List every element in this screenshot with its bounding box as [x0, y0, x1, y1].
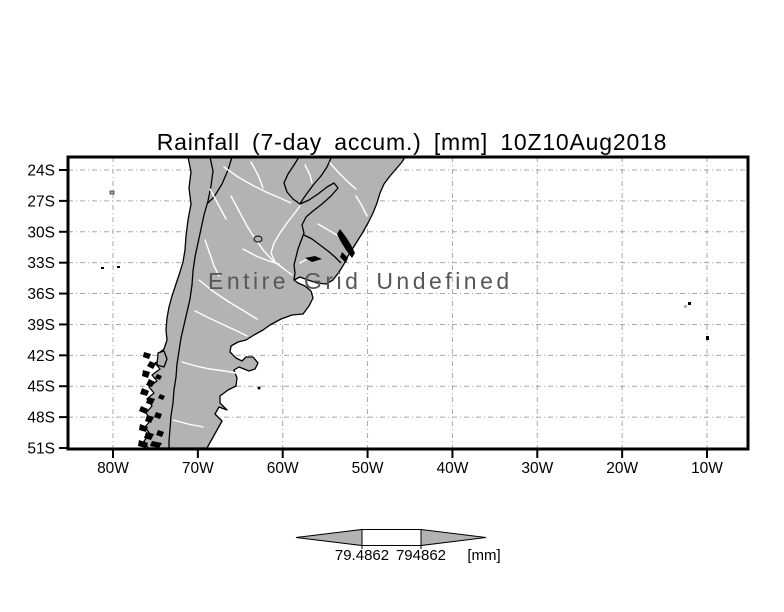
latitude-axis: 24S 27S 30S 33S 36S 39S 42S 45S 48S 51S [27, 163, 68, 458]
lon-tick-label: 40W [436, 460, 468, 477]
san-felix-island [109, 190, 115, 195]
lat-tick-label: 39S [27, 317, 55, 334]
colorbar-unit-label: [mm] [467, 547, 500, 564]
colorbar-mid-box [361, 529, 422, 546]
lat-tick-label: 24S [27, 163, 55, 180]
colorbar-right-arrow [420, 528, 487, 547]
plot-frame [66, 155, 750, 451]
lon-tick-label: 70W [182, 460, 214, 477]
rio-negro-reservoir [305, 256, 322, 262]
rivers [172, 161, 368, 428]
andes-border [168, 157, 214, 448]
lon-tick-label: 10W [691, 460, 723, 477]
paraguay-west-border [283, 157, 301, 205]
tristan-da-cunha-island [688, 302, 691, 305]
lon-tick-label: 50W [352, 460, 384, 477]
lat-tick-label: 51S [27, 441, 55, 458]
lat-tick-label: 48S [27, 410, 55, 427]
lon-tick-label: 60W [267, 460, 299, 477]
longitude-axis: 80W 70W 60W 50W 40W 30W 20W 10W [97, 449, 723, 477]
juan-fernandez-island-east [117, 266, 120, 268]
lakes [253, 229, 355, 390]
ocean-islands [101, 190, 709, 340]
lat-tick-label: 27S [27, 193, 55, 210]
colorbar-left-arrow [295, 528, 363, 547]
map-layer [101, 157, 709, 449]
patagonia-fjords [138, 352, 165, 448]
bolivia-border [207, 157, 233, 204]
paraguay-east-border [299, 157, 332, 205]
uruguay-river-border [293, 216, 307, 281]
laguna-merin [340, 252, 348, 263]
page-title: Rainfall (7-day accum.) [mm] 10Z10Aug201… [157, 129, 667, 155]
chiloe-island [156, 350, 168, 368]
gough-island [706, 336, 709, 340]
colorbar-right-label: 794862 [396, 547, 446, 564]
undefined-grid-message: Entire Grid Undefined [208, 268, 513, 294]
lat-tick-label: 30S [27, 224, 55, 241]
lagoa-dos-patos [337, 229, 355, 258]
lon-tick-label: 80W [97, 460, 129, 477]
grid-layer [68, 157, 748, 449]
uruguay-north-border [303, 234, 342, 264]
mar-chiquita-lake [253, 235, 263, 243]
lat-tick-label: 42S [27, 348, 55, 365]
lat-tick-label: 36S [27, 286, 55, 303]
lat-tick-label: 33S [27, 255, 55, 272]
misiones-border [299, 182, 339, 218]
colorbar-left-label: 79.4862 [335, 547, 389, 564]
lon-tick-label: 30W [521, 460, 553, 477]
lat-tick-label: 45S [27, 379, 55, 396]
juan-fernandez-island-west [101, 267, 104, 269]
colorbar: 79.4862 794862 [mm] [295, 528, 501, 564]
lon-tick-label: 20W [606, 460, 638, 477]
landmass-south-america [143, 157, 406, 449]
